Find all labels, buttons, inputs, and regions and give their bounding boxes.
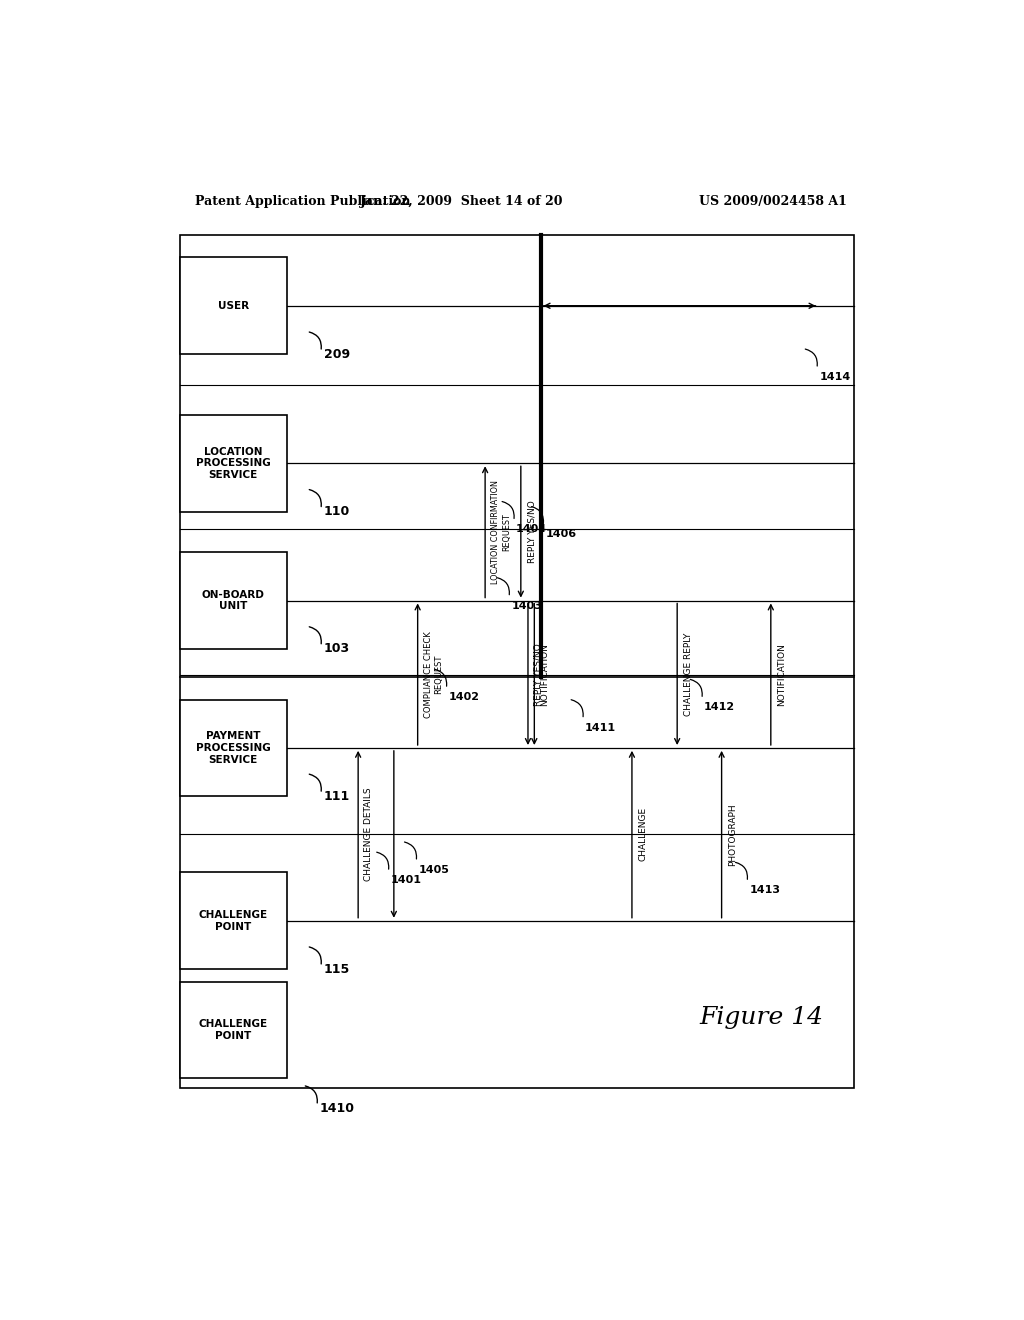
Bar	[179, 700, 287, 796]
Text: 110: 110	[324, 506, 350, 519]
Text: CHALLENGE
POINT: CHALLENGE POINT	[199, 909, 267, 932]
Text: Jan. 22, 2009  Sheet 14 of 20: Jan. 22, 2009 Sheet 14 of 20	[359, 194, 563, 207]
Text: LOCATION
PROCESSING
SERVICE: LOCATION PROCESSING SERVICE	[196, 446, 270, 480]
Text: 1405: 1405	[419, 865, 450, 875]
Text: 1412: 1412	[705, 702, 735, 713]
Text: 1410: 1410	[321, 1102, 355, 1114]
Bar	[179, 235, 854, 1089]
Text: 115: 115	[324, 962, 350, 975]
Text: 111: 111	[324, 789, 350, 803]
Text: CHALLENGE
POINT: CHALLENGE POINT	[199, 1019, 267, 1040]
Text: ON-BOARD
UNIT: ON-BOARD UNIT	[202, 590, 264, 611]
Text: CHALLENGE DETAILS: CHALLENGE DETAILS	[365, 788, 374, 882]
Text: 1404: 1404	[516, 524, 547, 535]
Text: 1403: 1403	[511, 601, 542, 611]
Bar	[179, 414, 287, 512]
Text: NOTIFICATION: NOTIFICATION	[777, 643, 786, 706]
Text: Figure 14: Figure 14	[699, 1006, 823, 1028]
Text: REPLY YES/NO: REPLY YES/NO	[527, 500, 537, 564]
Text: CHALLENGE: CHALLENGE	[638, 808, 647, 862]
Text: 103: 103	[324, 643, 350, 656]
Text: COMPLIANCE CHECK
REQUEST: COMPLIANCE CHECK REQUEST	[424, 631, 443, 718]
Bar	[179, 552, 287, 649]
Text: REPLY YES/NO: REPLY YES/NO	[534, 643, 543, 706]
Text: US 2009/0024458 A1: US 2009/0024458 A1	[699, 194, 847, 207]
Text: PAYMENT
PROCESSING
SERVICE: PAYMENT PROCESSING SERVICE	[196, 731, 270, 764]
Text: Patent Application Publication: Patent Application Publication	[196, 194, 411, 207]
Text: CHALLENGE REPLY: CHALLENGE REPLY	[684, 632, 692, 715]
Text: 1411: 1411	[585, 722, 616, 733]
Text: 1402: 1402	[449, 692, 479, 702]
Text: LOCATION CONFIRMATION
REQUEST: LOCATION CONFIRMATION REQUEST	[492, 480, 511, 583]
Text: 1401: 1401	[391, 875, 422, 884]
Bar	[179, 257, 287, 354]
Text: 1406: 1406	[546, 529, 577, 540]
Text: USER: USER	[217, 301, 249, 310]
Bar	[179, 873, 287, 969]
Text: 209: 209	[324, 347, 350, 360]
Bar	[179, 982, 287, 1078]
Text: 1413: 1413	[750, 886, 780, 895]
Text: PHOTOGRAPH: PHOTOGRAPH	[728, 803, 737, 866]
Text: 1414: 1414	[819, 372, 851, 381]
Text: NOTIFICATION: NOTIFICATION	[540, 643, 549, 706]
